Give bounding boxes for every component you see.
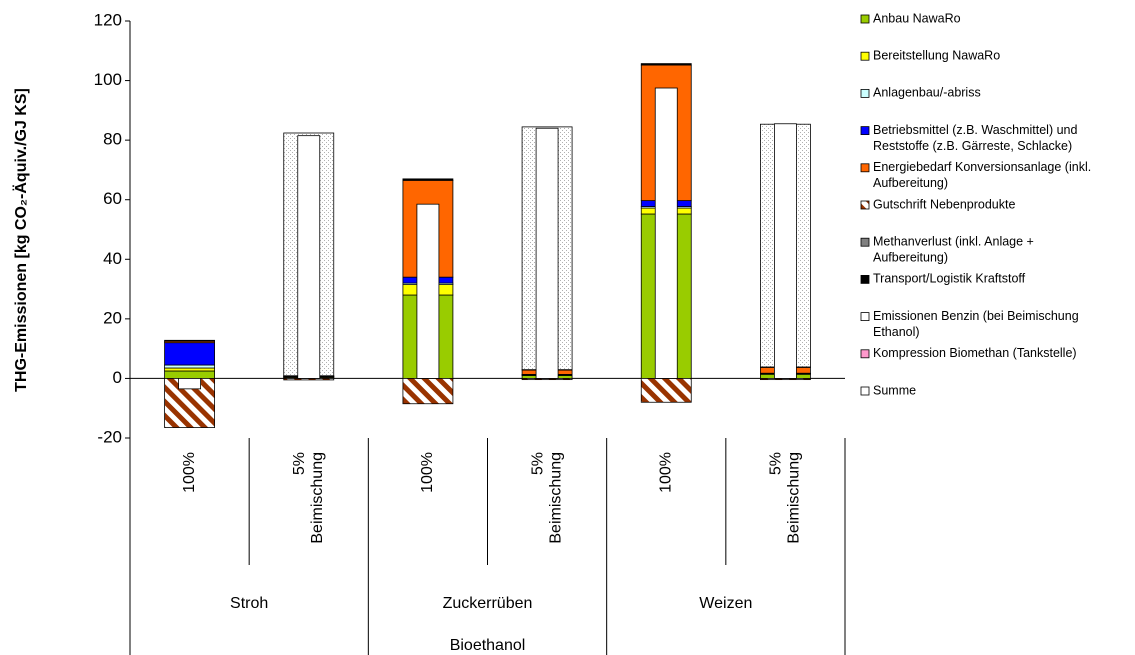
legend-label: Kompression Biomethan (Tankstelle)	[873, 346, 1077, 360]
legend-label: Betriebsmittel (z.B. Waschmittel) und Res…	[873, 123, 1078, 153]
legend-swatch	[860, 89, 870, 98]
summe-bar-cat-6	[774, 123, 797, 379]
legend-label: Anlagenbau/-abriss	[873, 86, 981, 100]
legend-label: Emissionen Benzin (bei Beimischung Ethano…	[873, 309, 1079, 339]
legend-swatch	[860, 237, 870, 247]
bar-segment-6-cat-3	[402, 378, 454, 405]
bar-segment-8-cat-3	[402, 178, 454, 181]
bars	[164, 63, 811, 428]
y-tick-label: 120	[94, 10, 122, 29]
bar-segment-4-cat-1	[164, 342, 215, 366]
summe-bar-cat-3	[416, 203, 440, 379]
bar-segment-8-cat-5	[640, 63, 692, 66]
y-tick-label: 20	[103, 308, 122, 327]
category-label: 5%Beimischung	[529, 452, 564, 544]
bar-segment-6-cat-5	[640, 378, 692, 403]
legend-swatch	[860, 163, 870, 173]
y-tick-label: 100	[94, 70, 122, 89]
y-tick-label: -20	[97, 427, 122, 446]
summe-bars	[178, 87, 797, 390]
legend-label: Transport/Logistik Kraftstoff	[873, 272, 1026, 286]
supergroup-label: Bioethanol	[450, 637, 526, 654]
legend-swatch	[860, 200, 870, 210]
summe-bar-cat-2	[297, 135, 321, 379]
category-label: 5%Beimischung	[291, 452, 326, 544]
legend-label: Summe	[873, 383, 916, 397]
legend-label: Energiebedarf Konversionsanlage (inkl. Au…	[873, 160, 1091, 190]
category-label: 5%Beimischung	[768, 452, 803, 544]
y-axis-title: THG-Emissionen [kg CO₂-Äquiv./GJ KS]	[12, 88, 30, 392]
y-tick-label: 40	[103, 249, 122, 268]
legend-swatch	[860, 126, 870, 135]
group-label: Stroh	[230, 595, 268, 612]
group-label: Zuckerrüben	[443, 595, 533, 612]
legend-label: Bereitstellung NawaRo	[873, 48, 1000, 62]
bar-segment-1-cat-1	[164, 370, 215, 379]
legend-label: Methanverlust (inkl. Anlage + Aufbereitun…	[873, 234, 1034, 264]
category-label: 100%	[419, 452, 436, 493]
category-label: 100%	[181, 452, 198, 493]
summe-bar-cat-4	[535, 127, 559, 379]
summe-bar-cat-1	[178, 378, 201, 390]
summe-bar-cat-5	[654, 87, 678, 379]
category-label: 100%	[657, 452, 674, 493]
legend-swatch	[860, 349, 870, 359]
legend-label: Gutschrift Nebenprodukte	[873, 197, 1015, 211]
legend-swatch	[860, 386, 870, 396]
bar-segment-3-cat-1	[164, 364, 215, 369]
group-label: Weizen	[699, 595, 752, 612]
category-table: 100% 5%Beimischung 100% 5%Beimischung 100% 5%…	[181, 438, 846, 655]
axes: -20 0 20 40 60 80 100 120	[94, 10, 845, 655]
legend-swatch	[860, 51, 870, 61]
y-axis-label: THG-Emissionen [kg CO₂-Äquiv./GJ KS]	[12, 88, 30, 392]
y-tick-label: 0	[113, 368, 122, 387]
legend-swatch	[860, 14, 870, 24]
legend-swatch	[860, 274, 870, 284]
legend-label: Anbau NawaRo	[873, 11, 961, 25]
legend-swatch	[860, 312, 870, 322]
bar-segment-8-cat-1	[164, 339, 215, 342]
bar-segment-2-cat-1	[164, 367, 215, 372]
y-tick-label: 60	[103, 189, 122, 208]
y-tick-label: 80	[103, 130, 122, 149]
legend: Anbau NawaRo Bereitstellung NawaRo Anlagen…	[860, 11, 1091, 397]
